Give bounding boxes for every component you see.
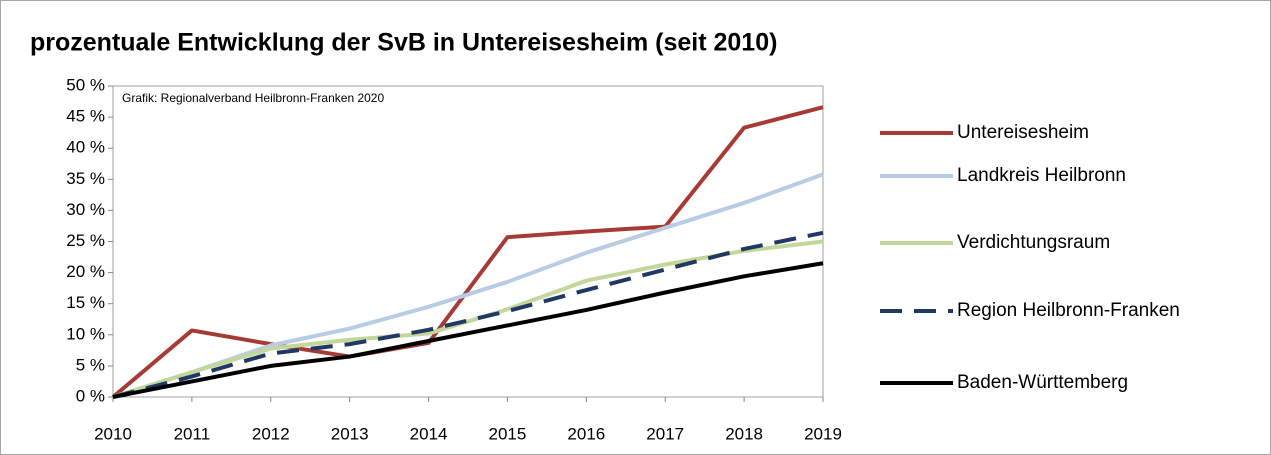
chart-title: prozentuale Entwicklung der SvB in Unter… bbox=[30, 29, 777, 57]
annotation: Grafik: Regionalverband Heilbronn-Franke… bbox=[122, 91, 384, 105]
y-tick-label: 40 % bbox=[66, 138, 105, 157]
x-tick-label: 2018 bbox=[725, 424, 763, 443]
y-tick-label: 10 % bbox=[66, 324, 105, 343]
x-tick-label: 2010 bbox=[94, 424, 132, 443]
x-tick-label: 2012 bbox=[252, 424, 290, 443]
x-tick-label: 2019 bbox=[804, 424, 842, 443]
y-tick-label: 15 % bbox=[66, 293, 105, 312]
y-tick-label: 45 % bbox=[66, 107, 105, 126]
y-tick-label: 0 % bbox=[76, 386, 105, 405]
y-tick-label: 30 % bbox=[66, 200, 105, 219]
plot-area bbox=[112, 85, 824, 398]
x-tick-label: 2015 bbox=[489, 424, 527, 443]
series-line bbox=[112, 261, 824, 399]
legend-label: Verdichtungsraum bbox=[957, 232, 1110, 253]
y-tick-label: 5 % bbox=[76, 355, 105, 374]
legend-label: Untereisesheim bbox=[957, 122, 1089, 143]
y-tick-label: 50 % bbox=[66, 75, 105, 94]
series-line bbox=[112, 239, 824, 399]
legend-label: Baden-Württemberg bbox=[957, 372, 1128, 393]
series-line bbox=[112, 230, 824, 399]
y-tick-label: 35 % bbox=[66, 169, 105, 188]
x-tick-label: 2014 bbox=[410, 424, 448, 443]
y-tick-label: 25 % bbox=[66, 231, 105, 250]
series-line bbox=[111, 105, 824, 399]
legend-label: Landkreis Heilbronn bbox=[957, 165, 1126, 186]
x-tick-label: 2013 bbox=[331, 424, 369, 443]
x-tick-label: 2017 bbox=[646, 424, 684, 443]
x-tick-label: 2016 bbox=[567, 424, 605, 443]
legend-label: Region Heilbronn-Franken bbox=[957, 300, 1180, 321]
x-tick-label: 2011 bbox=[174, 424, 211, 443]
y-tick-label: 20 % bbox=[66, 262, 105, 281]
